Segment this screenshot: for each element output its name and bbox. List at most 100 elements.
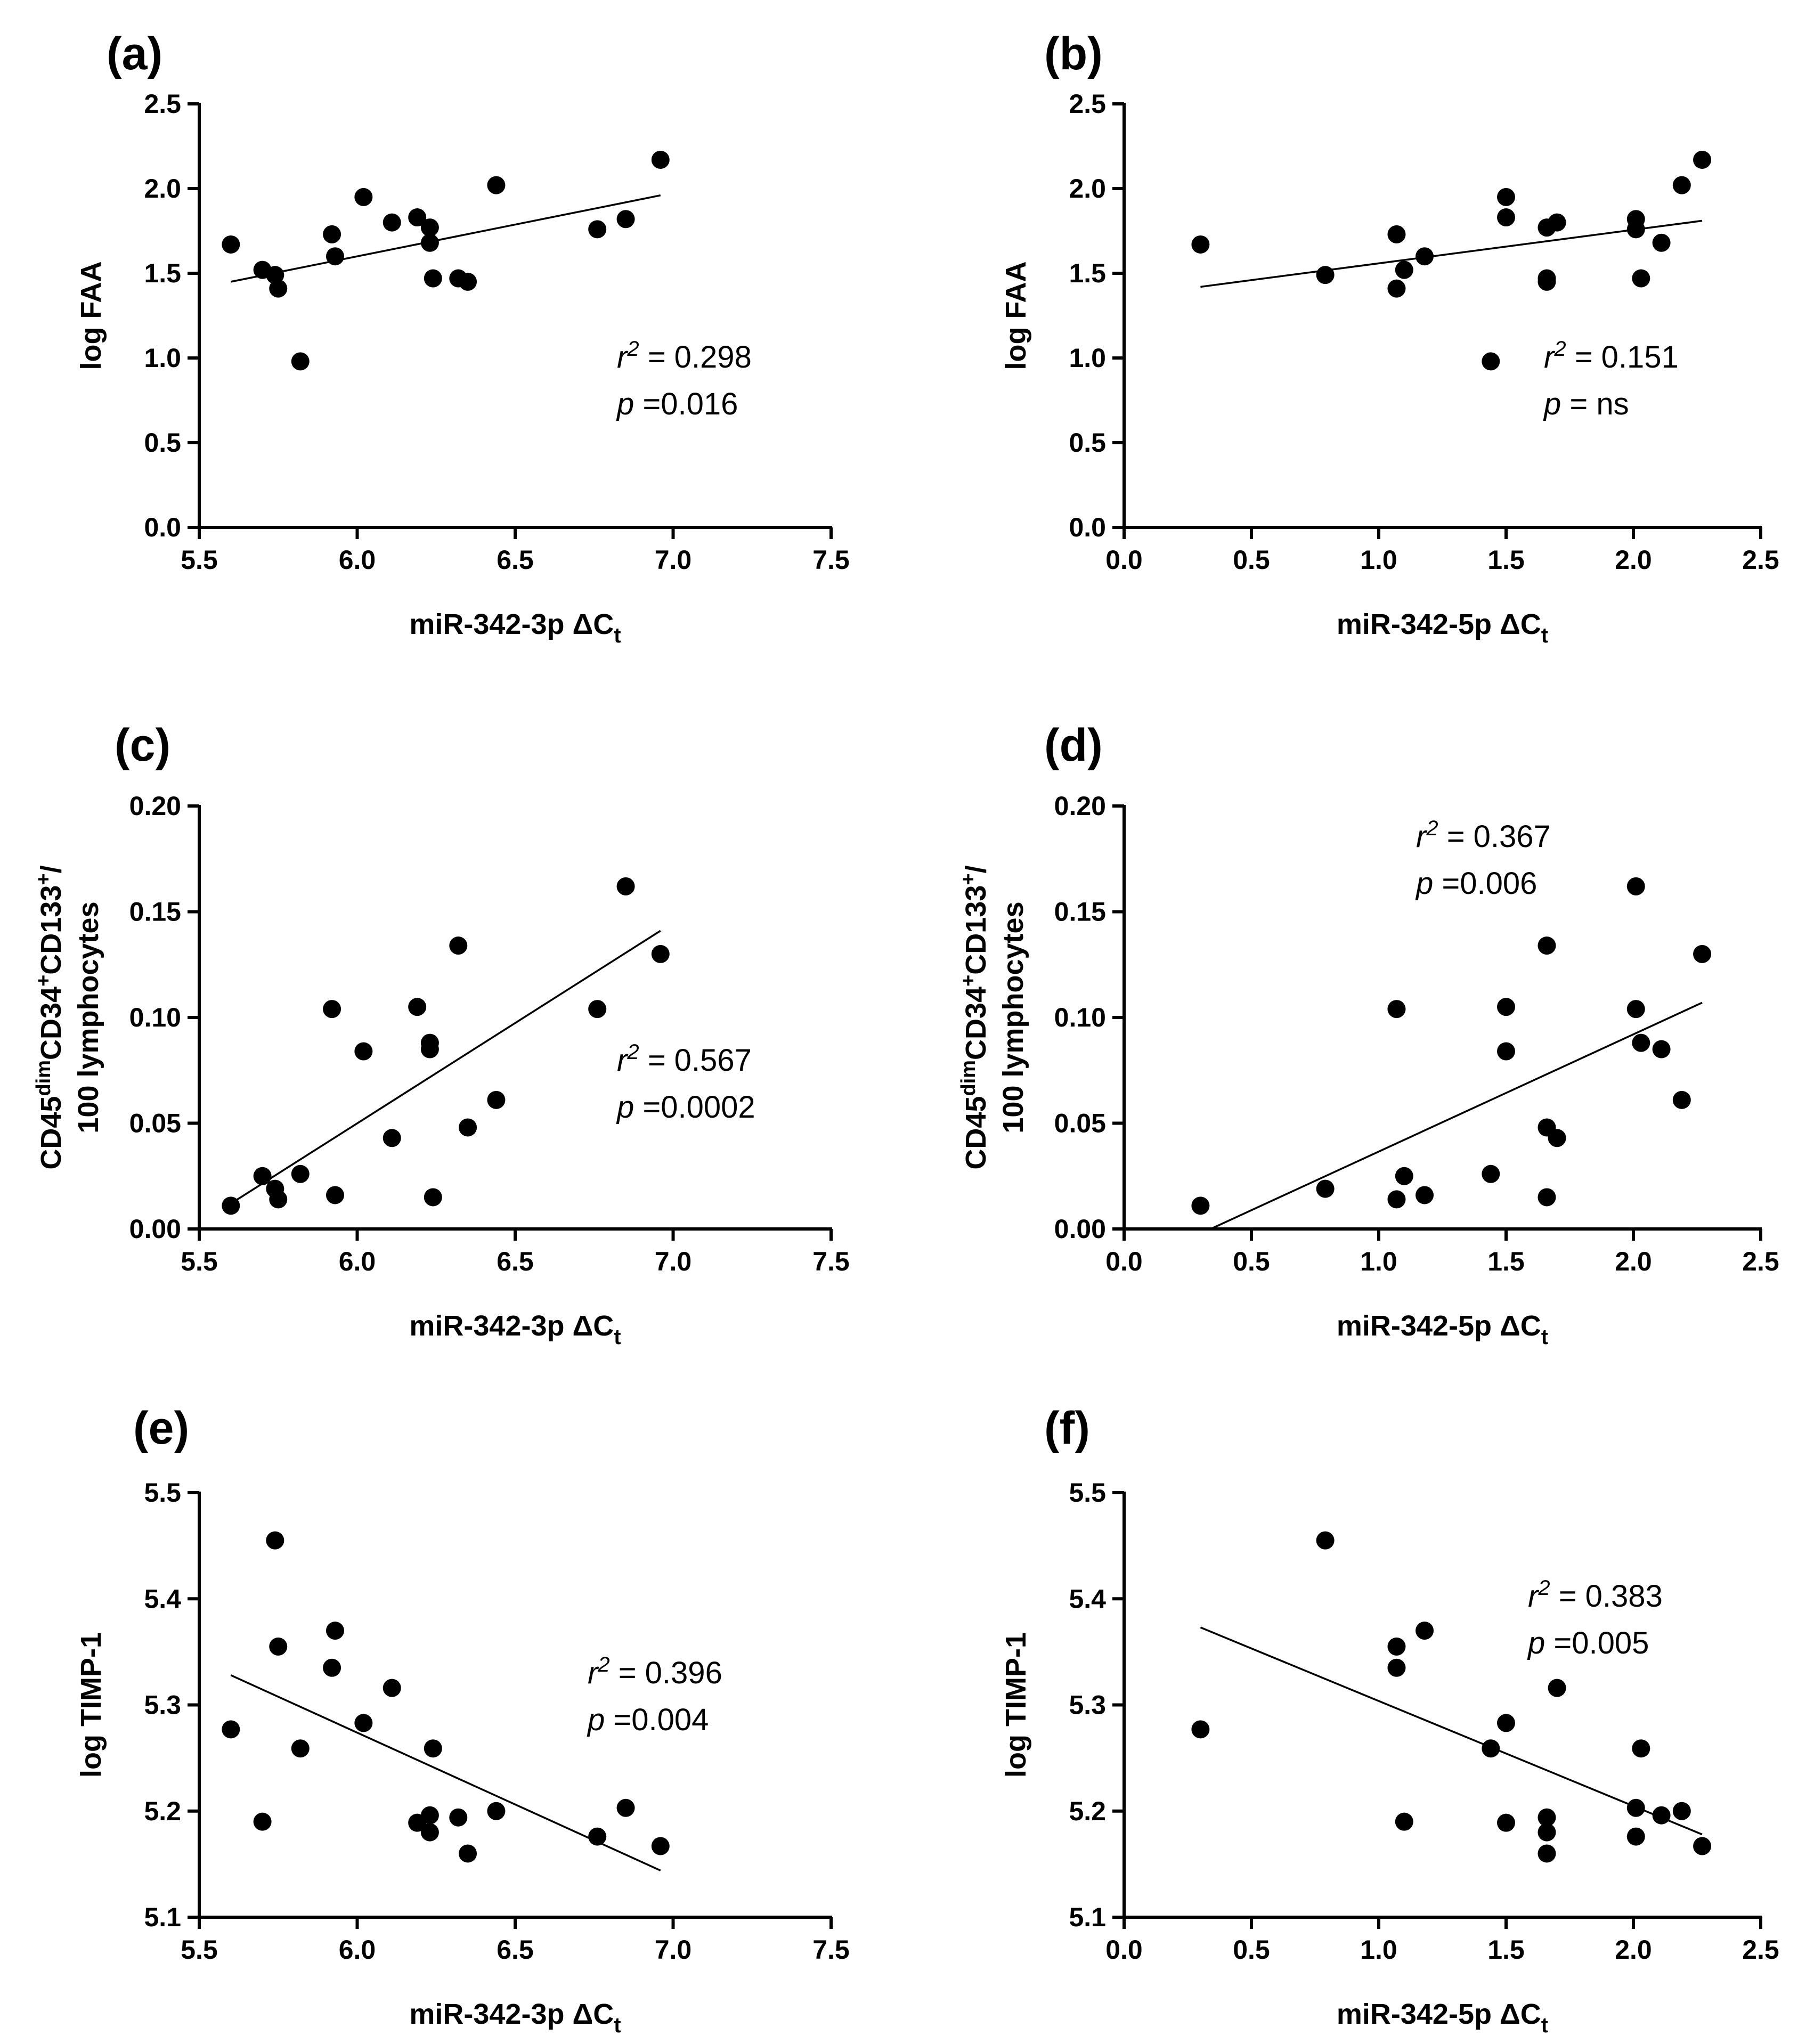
y-tick-label: 2.5 — [144, 89, 181, 119]
data-point — [269, 1190, 288, 1209]
x-tick-label: 2.0 — [1615, 545, 1652, 575]
data-point — [408, 208, 427, 227]
panel-d: (d) 0.0 0.5 1.0 1.5 2.0 2.5 0.00 0.05 0.10 0.15 0.2… — [957, 720, 1779, 1349]
data-point — [291, 1164, 310, 1183]
data-point — [459, 1118, 477, 1137]
data-point — [408, 998, 427, 1016]
data-point — [1652, 1806, 1671, 1825]
data-point — [1482, 1739, 1500, 1758]
y-tick-label: 0.10 — [129, 1003, 181, 1032]
x-tick-label: 6.5 — [497, 1247, 534, 1276]
p-value-annotation: p =0.016 — [616, 387, 738, 421]
y-tick-label: 2.5 — [1069, 89, 1106, 119]
data-point — [1693, 150, 1712, 169]
r-squared-annotation: r2 = 0.151 — [1544, 337, 1679, 374]
panel-e: (e) 5.5 6.0 6.5 7.0 7.5 5.1 5.2 5.3 5.4 5.5 miR-342… — [75, 1403, 850, 2037]
data-point — [651, 1837, 670, 1855]
data-point — [1387, 1637, 1406, 1656]
data-point — [269, 1637, 288, 1656]
data-point — [651, 944, 670, 963]
data-point — [354, 1042, 373, 1061]
y-tick-label: 5.5 — [144, 1478, 181, 1508]
data-point — [1693, 944, 1712, 963]
data-point — [424, 1739, 442, 1758]
data-point — [1632, 269, 1650, 288]
data-point — [326, 247, 344, 266]
data-point — [1482, 352, 1500, 371]
x-axis-title: miR-342-3p ΔCt — [409, 608, 621, 647]
data-point — [1316, 1179, 1335, 1198]
y-tick-label: 0.05 — [129, 1109, 181, 1138]
y-tick-label: 5.2 — [144, 1796, 181, 1826]
data-point — [420, 1040, 439, 1058]
x-tick-label: 1.5 — [1487, 1935, 1525, 1965]
y-tick-label: 5.1 — [1069, 1902, 1106, 1932]
data-point — [1538, 1823, 1556, 1842]
r-squared-annotation: r2 = 0.396 — [588, 1653, 722, 1690]
x-tick-label: 6.5 — [497, 545, 534, 575]
data-point — [1632, 1033, 1650, 1052]
data-point — [1497, 1714, 1515, 1732]
data-point — [1672, 1090, 1691, 1109]
x-tick-label: 2.5 — [1742, 545, 1779, 575]
data-point — [1626, 1827, 1645, 1846]
data-point — [588, 220, 607, 239]
data-point — [1548, 1679, 1566, 1697]
y-axis-title: log TIMP-1 — [75, 1632, 107, 1778]
data-point — [1497, 208, 1515, 227]
y-tick-label: 5.2 — [1069, 1796, 1106, 1826]
data-point — [269, 279, 288, 298]
data-point — [487, 1090, 506, 1109]
r-squared-annotation: r2 = 0.367 — [1416, 817, 1551, 854]
x-tick-label: 6.5 — [497, 1935, 534, 1965]
x-axis-title: miR-342-3p ΔCt — [409, 1310, 621, 1349]
y-axis-title-line1: CD45dimCD34+CD133+/ — [32, 865, 67, 1169]
x-tick-label: 2.5 — [1742, 1935, 1779, 1965]
x-tick-label: 0.0 — [1105, 1935, 1143, 1965]
x-tick-label: 6.0 — [339, 1247, 376, 1276]
x-tick-label: 0.5 — [1233, 1935, 1270, 1965]
data-point — [266, 266, 284, 284]
data-point — [1538, 1188, 1556, 1207]
panel-label-d: (d) — [1044, 720, 1103, 771]
data-point — [1672, 176, 1691, 194]
y-axis-title-line2: 100 lymphocytes — [72, 901, 104, 1133]
y-tick-label: 0.5 — [1069, 428, 1106, 458]
x-axis-title: miR-342-3p ΔCt — [409, 1998, 621, 2037]
data-point — [1626, 220, 1645, 239]
regression-line — [1200, 1626, 1703, 1836]
data-point — [1672, 1802, 1691, 1820]
x-tick-label: 5.5 — [181, 545, 218, 575]
y-tick-label: 5.1 — [144, 1902, 181, 1932]
data-point — [1626, 1798, 1645, 1817]
r-squared-annotation: r2 = 0.298 — [617, 337, 752, 374]
y-tick-label: 0.00 — [1054, 1214, 1106, 1244]
panel-c: (c) 5.5 6.0 6.5 7.0 7.5 0.00 0.05 0.10 0.15 0.20 mi… — [32, 720, 850, 1349]
data-point — [222, 1720, 240, 1739]
data-point — [1191, 1720, 1210, 1739]
data-point — [253, 1812, 272, 1831]
y-tick-label: 1.0 — [1069, 343, 1106, 373]
data-point — [1416, 1186, 1434, 1204]
panel-label-c: (c) — [115, 720, 170, 771]
y-tick-label: 0.20 — [1054, 791, 1106, 821]
data-point — [487, 1802, 506, 1820]
data-point — [1316, 1531, 1335, 1550]
data-point — [420, 1823, 439, 1842]
y-tick-label: 0.5 — [144, 428, 181, 458]
y-tick-label: 0.0 — [1069, 512, 1106, 542]
data-point — [424, 269, 442, 288]
data-point — [616, 1798, 635, 1817]
panel-b: (b) 0.0 0.5 1.0 1.5 2.0 2.5 0.0 0.5 1.0 1.5 2.0 2.5 m… — [1000, 28, 1779, 647]
data-point — [383, 213, 401, 232]
data-point — [1395, 1167, 1413, 1185]
x-tick-label: 5.5 — [181, 1935, 218, 1965]
x-tick-label: 6.0 — [339, 545, 376, 575]
data-point — [1387, 279, 1406, 298]
data-point — [291, 1739, 310, 1758]
x-tick-label: 5.5 — [181, 1247, 218, 1276]
data-point — [266, 1531, 284, 1550]
y-axis-title-line2: 100 lymphocytes — [997, 901, 1029, 1133]
y-tick-label: 0.15 — [129, 897, 181, 927]
